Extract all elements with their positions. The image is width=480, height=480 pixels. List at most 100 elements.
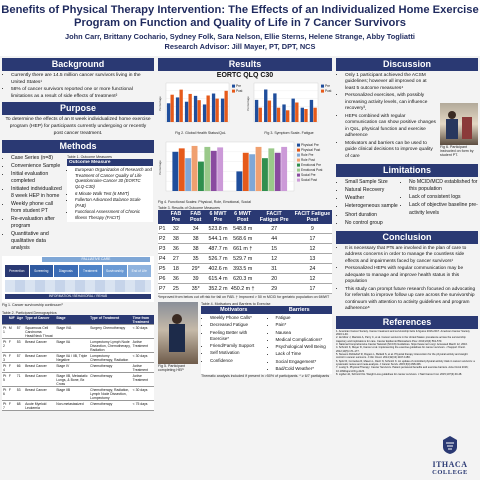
barriers-header: Barriers: [266, 306, 332, 314]
table3-cell: 487.7 m: [208, 245, 228, 252]
table3-cell: 523.8 m: [208, 225, 228, 232]
table3-cell: 38: [192, 235, 199, 242]
methods-item: Weekly phone call from student PT: [11, 201, 64, 215]
table2-row: Pt 4 F 66 Breast Cancer Stage IV Chemotherapy…: [2, 362, 154, 374]
bar: [254, 99, 259, 122]
barriers-list: Fatigue Pain* Nausea Medical Complicatio…: [267, 314, 333, 374]
table3-cell: 15: [271, 245, 278, 252]
background-heading: Background: [2, 58, 154, 71]
barriers-col: Barriers Fatigue Pain* Nausea Medical Co…: [266, 306, 333, 374]
table2-cell: F: [7, 352, 16, 364]
results-bottom: Fig 5. Participant completing HEP Table …: [158, 302, 332, 378]
table3-cell: 24: [309, 265, 316, 272]
table3-cell: 548.8 m: [233, 225, 253, 232]
bar: [282, 104, 286, 122]
methods-heading: Methods: [2, 140, 154, 154]
bar: [313, 107, 317, 122]
table3-cell: P6: [159, 275, 166, 282]
table3-body: P1 32 34 523.8 m 548.8 m 27 9 P2 38 38 544.1 m 568.…: [158, 224, 332, 294]
table2-cell: 71: [15, 372, 25, 388]
table2-cell: Chemotherapy: [89, 372, 132, 388]
table3-cell: 12: [309, 245, 316, 252]
bar: [217, 147, 224, 191]
fig6-caption: Fig 6. Participant instructed on form by…: [440, 145, 474, 157]
barrier-item: Fatigue: [276, 315, 332, 321]
title-block: Benefits of Physical Therapy Interventio…: [0, 0, 480, 56]
motivator-item: Decreased Fatigue: [210, 322, 266, 328]
table2-cell: Pt 1: [2, 324, 8, 340]
table3-header: FAB Post: [189, 211, 202, 223]
table2-header: Time from Treatment: [131, 315, 154, 326]
table1-item: Functional Assessment of Chronic Illness…: [75, 209, 152, 220]
table3-cell: 27: [172, 255, 179, 262]
limitation-item: Small Sample Size: [345, 179, 398, 186]
table3-header: 6 MWT Post: [234, 211, 252, 223]
legend-swatch: [297, 168, 300, 172]
legend-swatch: [297, 158, 300, 162]
bar: [211, 93, 216, 122]
table3-cell: 661 m †: [233, 245, 253, 252]
table1-caption: Table 1. Outcome Measures: [67, 155, 112, 160]
barrier-item: Psychological Well Being: [276, 344, 332, 350]
background-item: 58% of cancer survivors reported one or …: [11, 87, 154, 100]
table1-item: European Organization of Research and Tr…: [75, 167, 152, 189]
background-list: Currently there are 14.5 million cancer …: [2, 71, 154, 100]
fig1-continuum: PALLIATIVE CARE Prevention Screening Dia…: [2, 256, 154, 303]
table4-note: Thematic analysis included if present in…: [201, 374, 330, 379]
legend-swatch: [321, 84, 324, 88]
right-column: Discussion Only 1 participant achieved t…: [336, 58, 478, 377]
y-axis-label: Percentage: [158, 160, 162, 175]
table2-cell: Breast Cancer: [24, 372, 56, 388]
table3-cell: 9: [310, 225, 314, 232]
table2-cell: Lumpectomy Chemotherapy, Radiation: [89, 352, 132, 364]
motivators-header: Motivators: [201, 306, 267, 314]
fig1-stages: Prevention Screening Diagnosis Treatment…: [5, 265, 151, 278]
discussion-list: Only 1 participant achieved the ACSM gui…: [336, 73, 438, 161]
table2-cell: Stage IIA / IIB, Triple Negative: [55, 352, 90, 364]
barrier-item: Nausea: [276, 330, 332, 336]
methods-item: Initial evaluation completed: [11, 171, 64, 185]
table2-header: Type of Treatment: [89, 315, 132, 326]
bar: [172, 151, 179, 191]
limitation-item: Lack of objective baseline pre-activity …: [409, 202, 478, 216]
bar: [267, 100, 272, 122]
table2-cell: Chemotherapy: [89, 362, 132, 374]
table3-cell: 35*: [191, 285, 200, 292]
reference-item: 8. Ligibel JA, Schmitz KH. Weight Loss g…: [336, 373, 463, 377]
table2-row: Pt 6 F 53 Breast Cancer Stage IIB Chemotherap…: [2, 386, 154, 402]
table2-cell: Pt 4: [2, 362, 8, 374]
bar: [268, 148, 275, 191]
limitation-item: No control group: [345, 220, 398, 227]
bar: [179, 89, 183, 122]
table3-row: P5 18 29* 402.6 m 393.5 m 31 24: [158, 264, 332, 274]
legend-label: Emotional Pre: [301, 163, 321, 167]
fig1-stage: Screening: [29, 265, 53, 278]
table2-cell: Pt 2: [2, 338, 8, 354]
fig6-person-head: [448, 111, 456, 119]
poster-title: Benefits of Physical Therapy Interventio…: [1, 4, 479, 29]
discussion-body: Only 1 participant achieved the ACSM gui…: [336, 73, 478, 161]
methods-item: Re-evaluation after program: [11, 216, 64, 230]
plot-area: [165, 141, 295, 192]
barrier-item: Bad/Cold Weather*: [276, 366, 332, 372]
fig1-banner: PALLIATIVE CARE: [42, 257, 150, 263]
fig6-person-body: [446, 119, 458, 139]
table3-cell: P7: [159, 285, 166, 292]
background-item: Currently there are 14.5 million cancer …: [11, 73, 154, 86]
table2-cell: Pt 6: [2, 386, 8, 402]
table2-cell: 68: [15, 400, 25, 412]
reference-item: 6. Spitz R, Cornelius R, Mason L, Dietz …: [336, 359, 475, 367]
table2-cell: Chemotherapy, Radiation, Lymph Node Diss…: [89, 386, 132, 402]
table3-cell: 39: [192, 275, 199, 282]
discussion-item: Motivators and barriers can be used to g…: [345, 141, 438, 160]
results-table: FAB Pre FAB Post 6 MWT Pre 6 MWT Post FA…: [158, 210, 332, 294]
table3-cell: 27: [271, 225, 278, 232]
table3-cell: P5: [159, 265, 166, 272]
conclusion-item: Personalized HEPs with regular communica…: [345, 266, 478, 285]
table3-row: P3 36 38 487.7 m 661 m † 15 12: [158, 244, 332, 254]
table3-cell: 38: [192, 245, 199, 252]
fig3-caption: Fig 3. Symptom Scale- Fatigue: [264, 131, 314, 135]
bar: [191, 145, 198, 191]
